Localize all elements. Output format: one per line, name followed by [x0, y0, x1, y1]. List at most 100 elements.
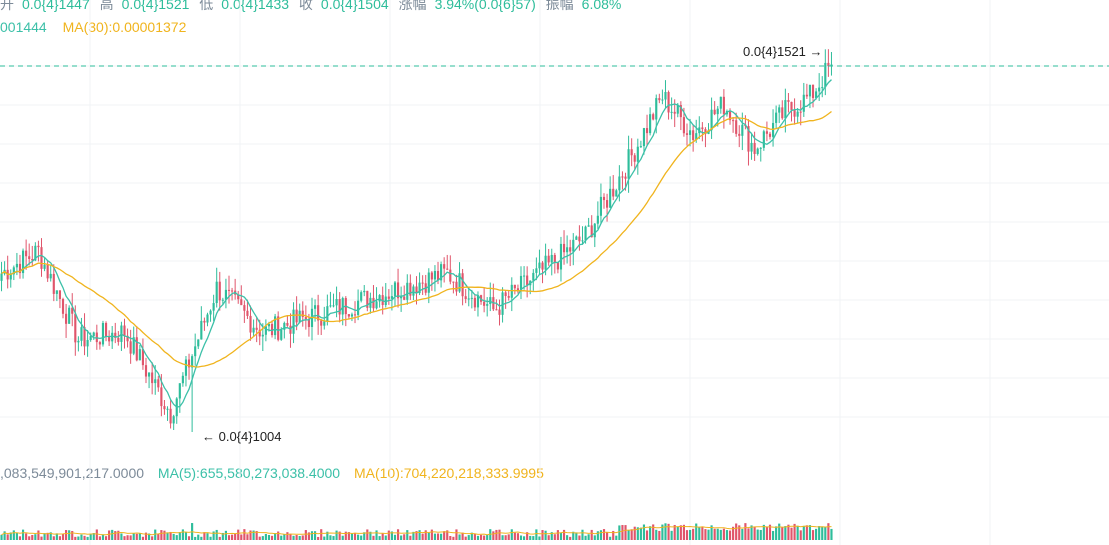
candle-body [569, 247, 572, 252]
volume-bar [808, 525, 812, 540]
volume-bar [246, 534, 249, 540]
candle-body [323, 321, 326, 326]
volume-bar [323, 536, 326, 540]
candle-body [550, 254, 553, 263]
volume-bar [301, 535, 304, 540]
candle-body [277, 316, 280, 340]
volume-bar [827, 523, 830, 540]
volume-bar [40, 536, 43, 540]
volume-bar [381, 533, 384, 540]
candle-body [446, 268, 449, 270]
volume-bar [664, 523, 667, 540]
volume-bar [129, 535, 132, 540]
candle-body [670, 111, 673, 113]
volume-bar [667, 523, 670, 540]
volume-bar [535, 529, 538, 540]
candle-body [658, 98, 661, 101]
volume-bar [286, 532, 289, 540]
candle-body [270, 323, 274, 336]
candle-body [615, 190, 618, 197]
candle-body [160, 387, 163, 407]
candle-body [458, 273, 461, 292]
volume-bar [215, 529, 218, 540]
candle-body [581, 240, 584, 242]
candle-body [572, 239, 575, 252]
candle-body [612, 188, 615, 197]
candle-body [732, 120, 735, 122]
candle-body [243, 305, 246, 311]
candle-body [108, 336, 111, 342]
volume-bar [280, 535, 283, 540]
candle-body [396, 282, 400, 299]
volume-bar [49, 532, 52, 540]
candle-body [313, 305, 317, 309]
candle-body [421, 282, 424, 284]
volume-bar [200, 536, 203, 540]
volume-bar [784, 526, 787, 540]
volume-bar [138, 533, 141, 540]
volume-bar [86, 536, 89, 540]
volume-bar [821, 526, 824, 540]
volume-bar [645, 530, 649, 540]
volume-bar [765, 526, 768, 540]
candle-body [338, 299, 341, 315]
candle-body [627, 149, 630, 179]
volume-bar [562, 529, 566, 540]
candle-body [455, 281, 458, 292]
volume-bar [375, 530, 378, 540]
volume-bar [707, 529, 710, 540]
candle-body [676, 105, 679, 114]
volume-bar [37, 530, 40, 540]
candle-body [114, 332, 117, 338]
candle-body [793, 110, 796, 117]
candle-body [483, 301, 486, 306]
candle-body [636, 146, 639, 162]
volume-bar [815, 528, 818, 540]
candle-body [470, 297, 473, 299]
volume-bar [117, 530, 120, 540]
candle-body [363, 290, 366, 293]
volume-bar [270, 535, 274, 540]
volume-bar [366, 529, 369, 540]
volume-bar [615, 535, 618, 540]
volume-bar [467, 535, 470, 540]
volume-bar [599, 530, 603, 540]
volume-bar [722, 528, 725, 540]
candle-body [184, 359, 188, 376]
candle-body [596, 215, 599, 224]
volume-bar [55, 533, 58, 540]
candle-body [0, 273, 3, 281]
candle-body [15, 263, 18, 268]
candle-body [486, 304, 489, 306]
candle-body [357, 300, 360, 315]
candle-body [98, 342, 101, 345]
candle-body [200, 320, 203, 340]
volume-bar [197, 534, 200, 540]
candle-body [9, 274, 12, 280]
candle-body [187, 359, 191, 368]
candle-body [215, 281, 218, 304]
candle-body [138, 349, 141, 361]
candle-body [762, 131, 765, 148]
candle-body [317, 305, 320, 321]
candle-body [132, 337, 135, 354]
ma30-line [1, 110, 832, 368]
open-label: 开 [0, 0, 14, 12]
volume-bar [101, 534, 105, 540]
candle-body [227, 289, 231, 291]
volume-bar [756, 529, 759, 540]
volume-bar [221, 532, 224, 540]
volume-bar [347, 532, 350, 540]
volume-bar [685, 530, 689, 540]
volume-ma10-value: MA(10):704,220,218,333.9995 [353, 465, 544, 481]
volume-bar [310, 531, 314, 540]
candle-body [267, 323, 271, 327]
candle-body [802, 94, 805, 112]
candle-body [575, 236, 578, 240]
candle-body [590, 225, 593, 238]
volume-bar [464, 536, 467, 540]
volume-bar [670, 530, 673, 540]
volume-bar [71, 530, 74, 540]
volume-bar [74, 536, 77, 540]
